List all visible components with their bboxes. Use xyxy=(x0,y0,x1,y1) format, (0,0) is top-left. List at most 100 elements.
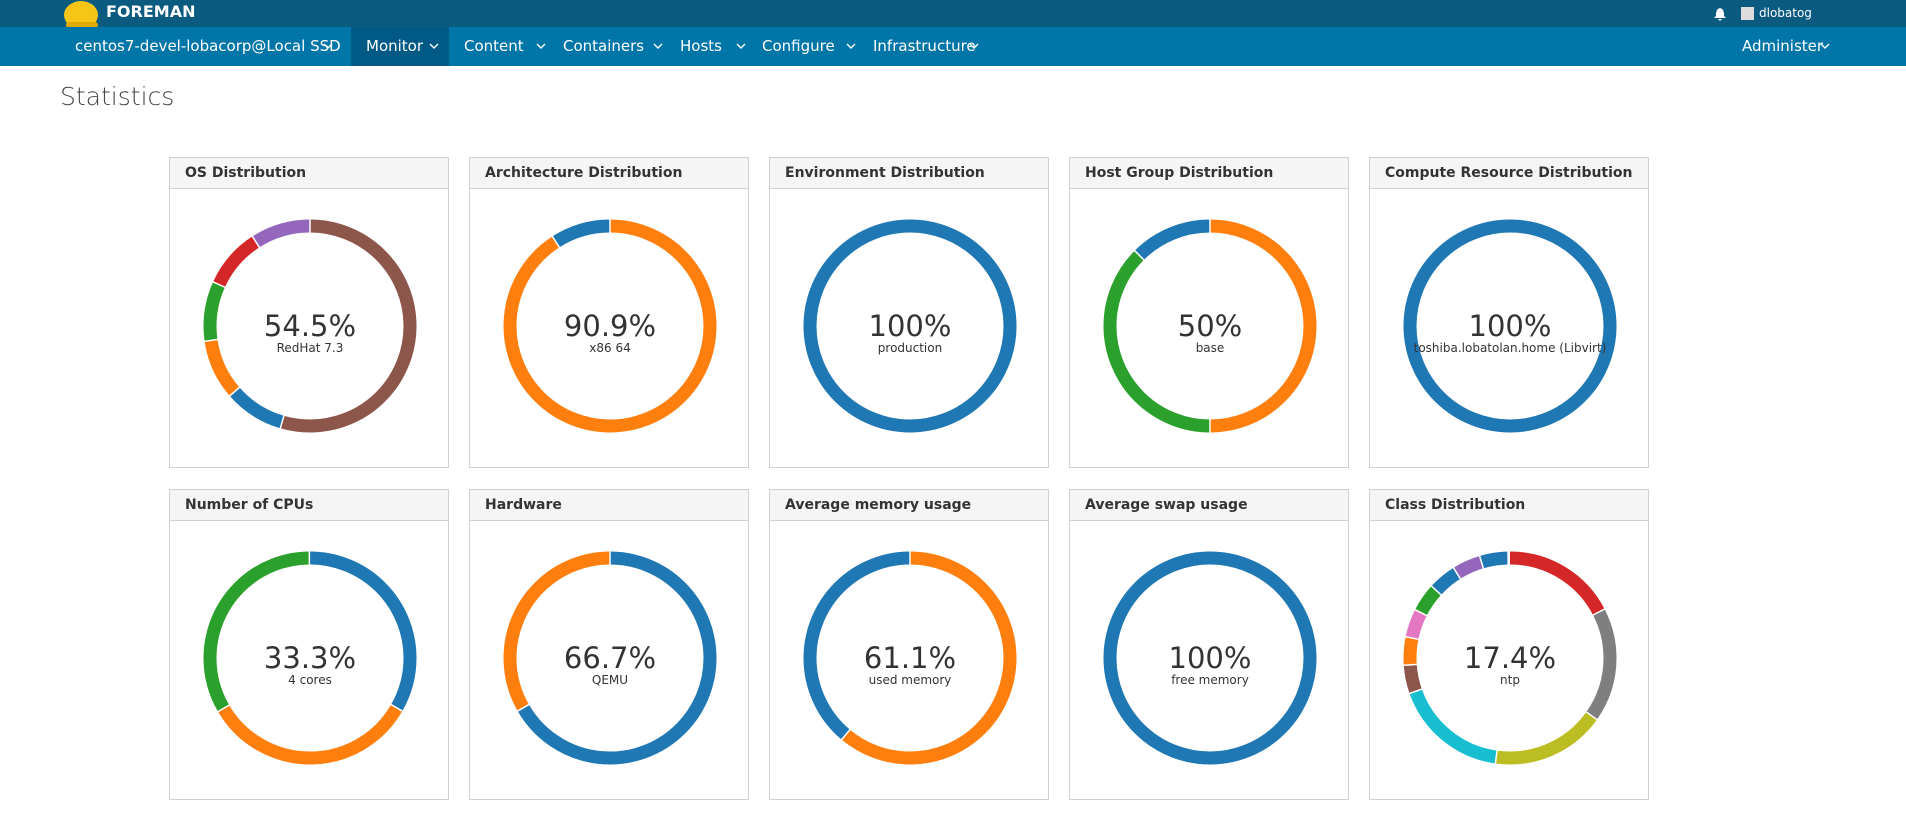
nav-item[interactable]: Content xyxy=(464,37,524,55)
segment-separator xyxy=(1430,585,1442,596)
user-menu[interactable]: dlobatog xyxy=(1759,6,1812,20)
segment-separator xyxy=(390,703,404,712)
top-bar: FOREMAN dlobatog xyxy=(0,0,1906,29)
panel: Class Distribution 17.4% ntp xyxy=(1369,489,1649,800)
center-label: 4 cores xyxy=(288,673,332,687)
caret xyxy=(969,43,979,49)
donut-segment xyxy=(203,551,417,765)
donut-segment xyxy=(1103,551,1317,765)
segment-separator xyxy=(204,338,219,343)
segment-separator xyxy=(251,235,261,249)
segment-separator xyxy=(1494,750,1498,765)
segment-separator xyxy=(1585,711,1598,721)
segment-separator xyxy=(840,728,851,741)
caret-path xyxy=(429,43,439,49)
center-value: 17.4% xyxy=(1464,641,1556,675)
donut-segment xyxy=(1403,551,1617,765)
segment-separator xyxy=(1403,663,1418,667)
segment-separator xyxy=(212,280,226,289)
nav-bar: centos7-devel-lobacorp@Local SSD Monitor C… xyxy=(0,27,1906,66)
panel-title: Average memory usage xyxy=(770,490,1048,521)
panel-title: Class Distribution xyxy=(1370,490,1648,521)
donut-chart: 100%free memory xyxy=(1103,551,1317,765)
center-label: ntp xyxy=(1500,673,1520,687)
donut-segment xyxy=(803,219,1017,433)
center-value: 100% xyxy=(869,309,952,343)
center-label: base xyxy=(1196,341,1225,355)
nav-item[interactable]: Containers xyxy=(563,37,645,55)
panel: Hardware 66.7% QEMU xyxy=(469,489,749,800)
panel-title: Compute Resource Distribution xyxy=(1370,158,1648,189)
caret xyxy=(429,43,439,49)
segment-separator xyxy=(1405,635,1420,641)
donut-chart: 33.3%4 cores xyxy=(203,550,417,765)
panel: OS Distribution 54.5% RedHat 7.3 xyxy=(169,157,449,468)
panel: Host Group Distribution 50% base xyxy=(1069,157,1349,468)
caret xyxy=(736,43,746,49)
nav-item[interactable]: Configure xyxy=(762,37,835,55)
center-label: production xyxy=(878,341,942,355)
caret-path xyxy=(1820,43,1830,49)
segment-separator xyxy=(1478,555,1485,570)
center-value: 66.7% xyxy=(564,641,656,675)
center-value: 54.5% xyxy=(264,309,356,343)
center-label: free memory xyxy=(1171,673,1249,687)
donut-segment xyxy=(1403,551,1617,765)
center-label: used memory xyxy=(869,673,952,687)
donut-segment xyxy=(1403,219,1617,433)
donut-chart: 54.5%RedHat 7.3 xyxy=(203,219,417,433)
center-label: toshiba.lobatolan.home (Libvirt) xyxy=(1414,341,1607,355)
panel: Average memory usage 61.1% used memory xyxy=(769,489,1049,800)
panel-title: Hardware xyxy=(470,490,748,521)
panel: Average swap usage 100% free memory xyxy=(1069,489,1349,800)
panel-title: Host Group Distribution xyxy=(1070,158,1348,189)
segment-separator xyxy=(516,703,530,712)
segment-separator xyxy=(279,415,285,429)
donut-chart: 100%toshiba.lobatolan.home (Libvirt) xyxy=(1403,219,1617,433)
donut-chart: 90.9%x86 64 xyxy=(503,219,717,433)
nav-item[interactable]: Hosts xyxy=(680,37,722,55)
center-label: QEMU xyxy=(592,673,628,687)
segment-separator xyxy=(1592,608,1606,616)
caret-path xyxy=(736,43,746,49)
avatar[interactable] xyxy=(1741,7,1754,20)
center-label: x86 64 xyxy=(589,341,630,355)
caret-path xyxy=(846,43,856,49)
caret-path xyxy=(969,43,979,49)
center-value: 90.9% xyxy=(564,309,656,343)
center-value: 100% xyxy=(1469,309,1552,343)
page-title: Statistics xyxy=(60,82,175,111)
caret xyxy=(536,43,546,49)
segment-separator xyxy=(1408,688,1423,695)
caret xyxy=(653,43,663,49)
brand[interactable]: FOREMAN xyxy=(106,2,196,21)
segment-separator xyxy=(1452,566,1462,580)
segment-separator xyxy=(1133,249,1145,261)
caret xyxy=(323,43,333,49)
segment-separator xyxy=(217,704,231,713)
donut-segment xyxy=(1403,551,1617,765)
caret xyxy=(846,43,856,49)
panel-title: Number of CPUs xyxy=(170,490,448,521)
donut-chart: 50%base xyxy=(1103,219,1317,433)
panel: Number of CPUs 33.3% 4 cores xyxy=(169,489,449,800)
donut-segment xyxy=(1103,219,1317,433)
segment-separator xyxy=(551,235,561,249)
caret-path xyxy=(653,43,663,49)
donut-chart: 66.7%QEMU xyxy=(503,551,717,765)
panel: Compute Resource Distribution 100% toshiba… xyxy=(1369,157,1649,468)
nav-item[interactable]: Infrastructure xyxy=(873,37,976,55)
nav-item[interactable]: Administer xyxy=(1742,37,1824,55)
donut-segment xyxy=(1403,551,1617,765)
bell-icon[interactable] xyxy=(1713,7,1727,21)
donut-chart: 100%production xyxy=(803,219,1017,433)
donut-chart: 61.1%used memory xyxy=(803,551,1017,765)
panel: Environment Distribution 100% production xyxy=(769,157,1049,468)
caret-path xyxy=(323,43,333,49)
panel-title: OS Distribution xyxy=(170,158,448,189)
caret xyxy=(1820,43,1830,49)
center-value: 100% xyxy=(1169,641,1252,675)
panel: Architecture Distribution 90.9% x86 64 xyxy=(469,157,749,468)
nav-item[interactable]: centos7-devel-lobacorp@Local SSD xyxy=(75,37,341,55)
